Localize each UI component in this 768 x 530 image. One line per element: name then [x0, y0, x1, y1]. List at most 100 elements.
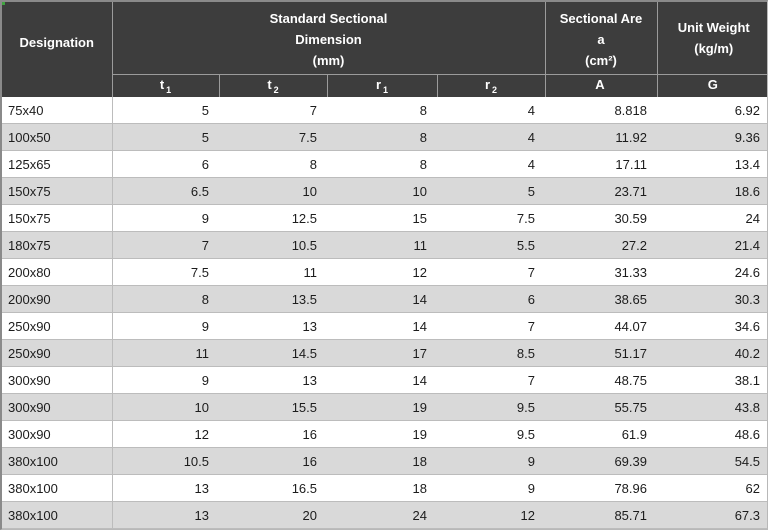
cell-designation: 150x75 [2, 177, 113, 205]
cell-a: 30.59 [545, 204, 657, 232]
cell-a: 38.65 [545, 285, 657, 313]
cell-t2: 7 [219, 97, 327, 124]
cell-a: 44.07 [545, 312, 657, 340]
cell-r2: 9.5 [437, 393, 545, 421]
table-row: 150x75 6.5 10 10 5 23.71 18.6 [2, 177, 767, 205]
cell-r1: 17 [327, 339, 437, 367]
cell-t1: 5 [112, 97, 219, 124]
table-row: 250x90 9 13 14 7 44.07 34.6 [2, 312, 767, 340]
cell-r1: 24 [327, 501, 437, 529]
cell-t1: 9 [112, 204, 219, 232]
cell-g: 38.1 [657, 366, 767, 394]
cell-designation: 300x90 [2, 420, 113, 448]
cell-r2: 12 [437, 501, 545, 529]
subheader-r2-sub: 2 [492, 84, 498, 95]
table-header: Designation Standard Sectional Dimension… [2, 2, 767, 97]
cell-a: 69.39 [545, 447, 657, 475]
cell-r2: 9 [437, 474, 545, 502]
cell-g: 21.4 [657, 231, 767, 259]
cell-t1: 6 [112, 150, 219, 178]
subheader-t2-sub: 2 [273, 84, 279, 95]
cell-t1: 10 [112, 393, 219, 421]
cell-t1: 7.5 [112, 258, 219, 286]
cell-r2: 7 [437, 258, 545, 286]
header-area-line1: Sectional Are [559, 11, 643, 26]
cell-t1: 13 [112, 501, 219, 529]
header-weight-line1: Unit Weight [677, 19, 750, 35]
cell-r1: 12 [327, 258, 437, 286]
subheader-t2-label: t [267, 76, 272, 92]
cell-t1: 6.5 [112, 177, 219, 205]
cell-r2: 8.5 [437, 339, 545, 367]
header-unit-weight: Unit Weight (kg/m) [657, 2, 767, 75]
corner-artifact [2, 2, 5, 5]
cell-a: 51.17 [545, 339, 657, 367]
cell-a: 23.71 [545, 177, 657, 205]
cell-a: 8.818 [545, 97, 657, 124]
table-row: 250x90 11 14.5 17 8.5 51.17 40.2 [2, 339, 767, 367]
cell-t2: 16 [219, 420, 327, 448]
header-weight-line2: (kg/m) [694, 40, 734, 56]
cell-a: 27.2 [545, 231, 657, 259]
subheader-r1-label: r [375, 76, 382, 92]
table-row: 150x75 9 12.5 15 7.5 30.59 24 [2, 204, 767, 232]
cell-designation: 300x90 [2, 393, 113, 421]
cell-designation: 100x50 [2, 123, 113, 151]
cell-r2: 5.5 [437, 231, 545, 259]
cell-g: 6.92 [657, 97, 767, 124]
cell-g: 67.3 [657, 501, 767, 529]
table-body: 75x40 5 7 8 4 8.818 6.92 100x50 5 7.5 8 4 11.92 9.36 1… [2, 97, 767, 529]
cell-r1: 8 [327, 123, 437, 151]
table-row: 200x80 7.5 11 12 7 31.33 24.6 [2, 258, 767, 286]
cell-r2: 9 [437, 447, 545, 475]
table-row: 300x90 10 15.5 19 9.5 55.75 43.8 [2, 393, 767, 421]
header-sectional-area: Sectional Are a (cm²) [545, 2, 658, 75]
cell-designation: 250x90 [2, 312, 113, 340]
cell-designation: 125x65 [2, 150, 113, 178]
subheader-t1-label: t [159, 76, 165, 92]
cell-g: 62 [657, 474, 767, 502]
cell-t2: 13 [219, 312, 327, 340]
cell-r2: 4 [437, 123, 545, 151]
subheader-r1-sub: 1 [383, 84, 389, 95]
cell-designation: 180x75 [2, 231, 113, 259]
cell-r1: 10 [327, 177, 437, 205]
cell-a: 85.71 [545, 501, 657, 529]
subheader-area: A [545, 74, 658, 97]
cell-g: 34.6 [657, 312, 767, 340]
subheader-t1-sub: 1 [166, 84, 172, 95]
cell-t1: 5 [112, 123, 219, 151]
cell-designation: 380x100 [2, 447, 113, 475]
cell-r1: 18 [327, 474, 437, 502]
cell-r1: 8 [327, 150, 437, 178]
header-dimension-group: Standard Sectional Dimension (mm) [112, 2, 546, 75]
cell-g: 13.4 [657, 150, 767, 178]
cell-r2: 4 [437, 150, 545, 178]
subheader-area-label: A [595, 76, 605, 92]
cell-designation: 150x75 [2, 204, 113, 232]
header-dimension-line3: (mm) [312, 53, 345, 68]
cell-designation: 250x90 [2, 339, 113, 367]
cell-r1: 15 [327, 204, 437, 232]
cell-a: 31.33 [545, 258, 657, 286]
table-row: 380x100 13 20 24 12 85.71 67.3 [2, 501, 767, 529]
cell-g: 54.5 [657, 447, 767, 475]
table-row: 180x75 7 10.5 11 5.5 27.2 21.4 [2, 231, 767, 259]
cell-a: 61.9 [545, 420, 657, 448]
table-row: 300x90 12 16 19 9.5 61.9 48.6 [2, 420, 767, 448]
cell-t2: 16 [219, 447, 327, 475]
table-row: 380x100 10.5 16 18 9 69.39 54.5 [2, 447, 767, 475]
cell-r1: 11 [327, 231, 437, 259]
header-dimension-line1: Standard Sectional [269, 11, 388, 26]
cell-a: 78.96 [545, 474, 657, 502]
cell-t1: 11 [112, 339, 219, 367]
cell-g: 18.6 [657, 177, 767, 205]
cell-r1: 19 [327, 393, 437, 421]
cell-g: 43.8 [657, 393, 767, 421]
cell-r1: 19 [327, 420, 437, 448]
